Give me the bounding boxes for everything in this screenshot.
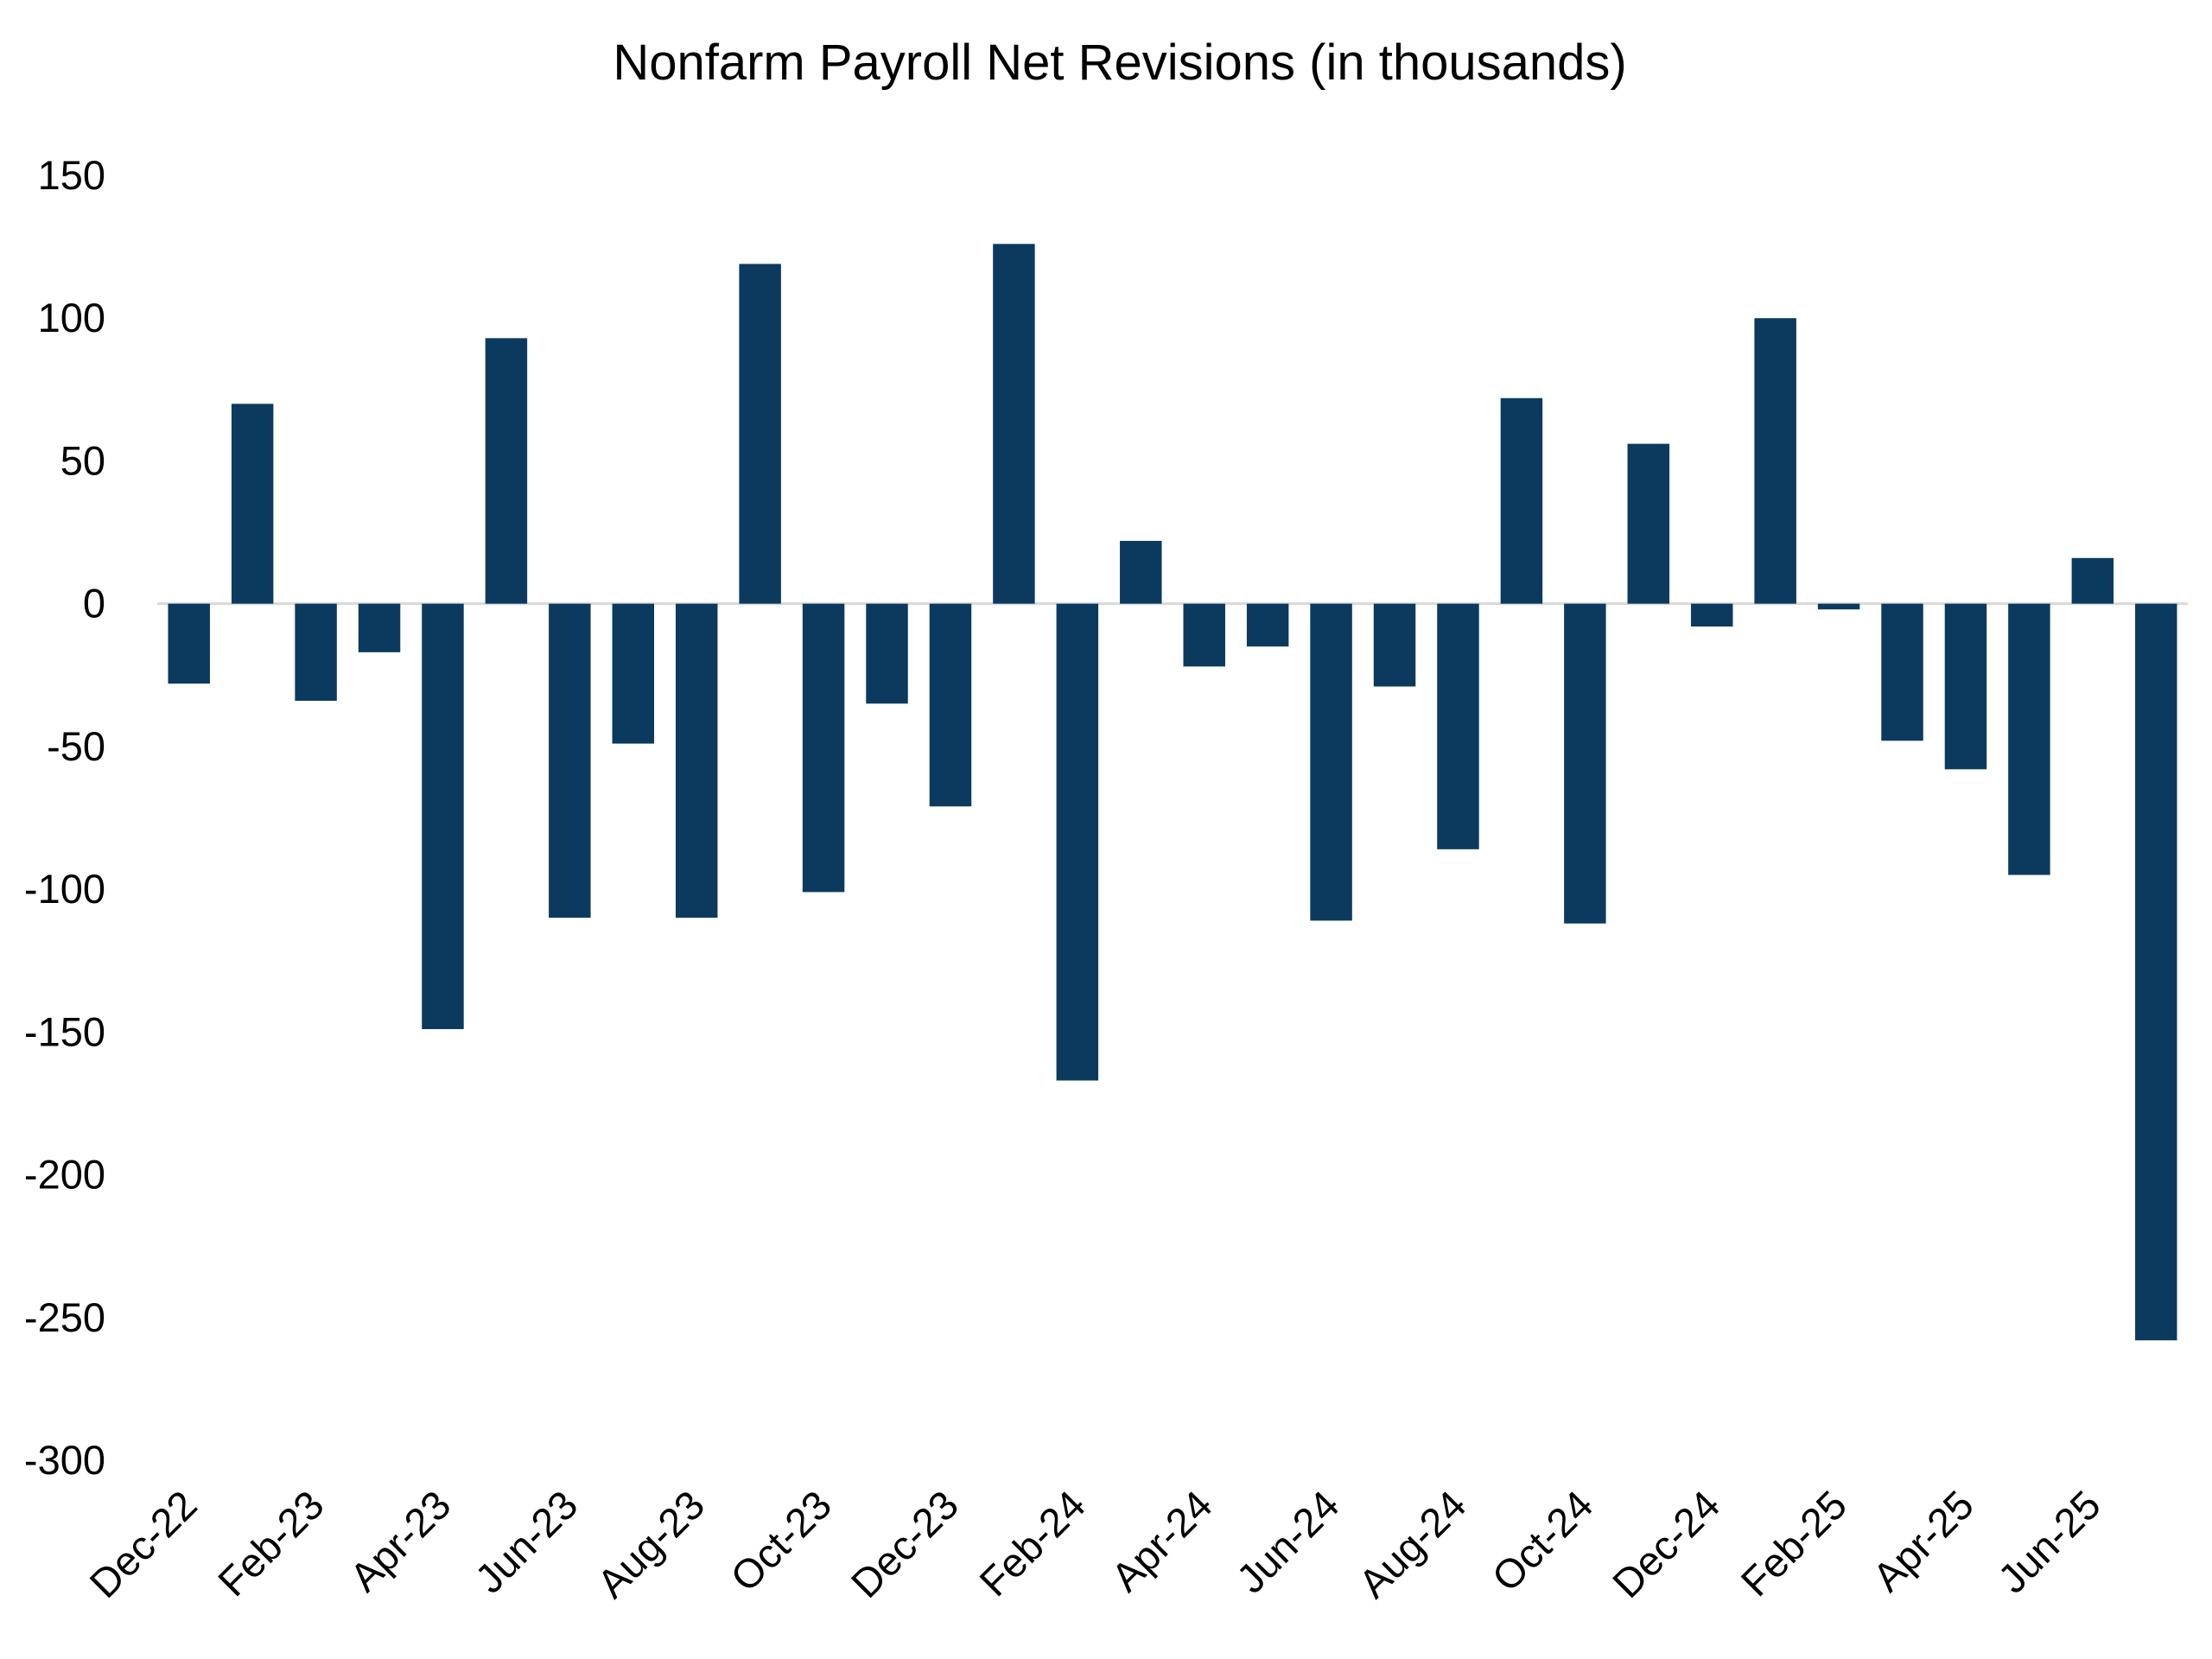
bar-jun-25	[2071, 557, 2114, 604]
bar-sep-23	[739, 264, 781, 604]
y-tick-label: -200	[24, 1152, 105, 1198]
bar-may-25	[2008, 603, 2050, 875]
bar-apr-23	[422, 603, 464, 1030]
bar-feb-24	[1056, 603, 1099, 1081]
x-tick-label: Oct-24	[1483, 1482, 1601, 1600]
x-tick-label: Apr-23	[340, 1482, 459, 1600]
x-tick-label: Feb-25	[1732, 1482, 1855, 1605]
bar-may-24	[1246, 603, 1289, 647]
x-tick-label: Jun-24	[1228, 1482, 1348, 1602]
x-tick-label: Oct-23	[721, 1482, 840, 1600]
x-tick-label: Aug-23	[588, 1482, 714, 1607]
x-tick-label: Apr-25	[1864, 1482, 1982, 1600]
bar-jan-24	[993, 244, 1035, 604]
bar-nov-24	[1627, 443, 1670, 604]
y-tick-label: -300	[24, 1437, 105, 1483]
bar-mar-25	[1881, 603, 1923, 741]
bar-aug-24	[1437, 603, 1479, 849]
bar-jan-25	[1754, 318, 1796, 604]
x-tick-label: Dec-23	[842, 1482, 967, 1607]
x-tick-label: Apr-24	[1103, 1482, 1221, 1600]
bar-sep-24	[1500, 397, 1543, 604]
x-tick-label: Aug-24	[1350, 1482, 1475, 1607]
bar-aug-23	[675, 603, 718, 918]
bar-oct-23	[802, 603, 845, 893]
bar-oct-24	[1564, 603, 1606, 924]
bar-jun-24	[1310, 603, 1352, 921]
y-tick-label: 0	[83, 581, 105, 626]
y-tick-label: -100	[24, 866, 105, 912]
y-tick-label: -250	[24, 1294, 105, 1340]
bar-jun-23	[549, 603, 591, 918]
bar-may-23	[485, 338, 528, 604]
bar-jul-23	[612, 603, 655, 744]
y-tick-label: 100	[38, 295, 105, 340]
chart-title: Nonfarm Payroll Net Revisions (in thousa…	[613, 35, 1626, 91]
x-tick-label: Jun-23	[466, 1482, 586, 1602]
x-axis: Dec-22 Feb-23 Apr-23 Jun-23 Aug-23 Oct-23 Dec-…	[80, 1482, 2109, 1607]
bar-nov-23	[866, 603, 908, 704]
bar-apr-25	[1944, 603, 1987, 770]
bar-dec-24	[1690, 603, 1733, 627]
y-tick-label: 150	[38, 152, 105, 198]
bar-jan-23	[231, 404, 274, 604]
y-axis: 150 100 50 0 -50 -100 -150 -200 -250 -300	[24, 152, 105, 1483]
bar-jul-24	[1373, 603, 1416, 687]
bar-dec-22	[168, 603, 210, 684]
bar-mar-23	[358, 603, 401, 652]
bar-series	[168, 244, 2177, 1341]
x-tick-label: Feb-24	[970, 1482, 1094, 1605]
bar-feb-23	[295, 603, 337, 702]
x-tick-label: Dec-22	[80, 1482, 206, 1607]
y-tick-label: 50	[60, 437, 105, 483]
bar-dec-23	[929, 603, 972, 807]
bar-mar-24	[1120, 540, 1162, 604]
x-tick-label: Jun-25	[1989, 1482, 2109, 1602]
y-tick-label: -50	[47, 723, 105, 769]
bar-apr-24	[1183, 603, 1225, 667]
x-tick-label: Dec-24	[1604, 1482, 1729, 1607]
x-tick-label: Feb-23	[209, 1482, 333, 1605]
bar-feb-25	[1817, 603, 1860, 610]
bar-jul-25	[2135, 603, 2177, 1341]
y-tick-label: -150	[24, 1008, 105, 1054]
